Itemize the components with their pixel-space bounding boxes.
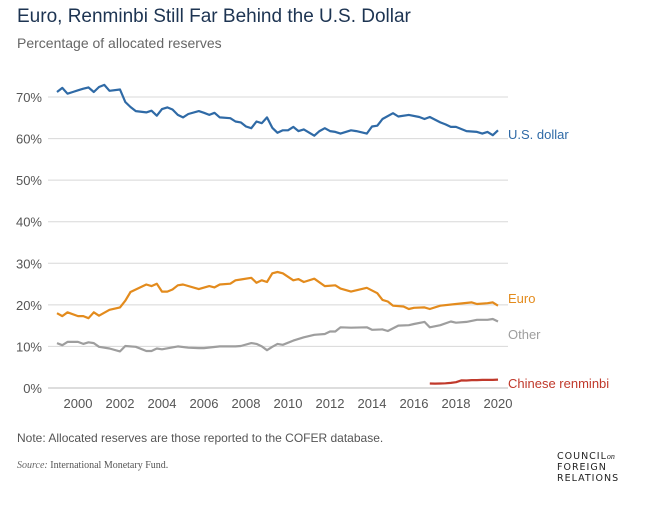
series-line-chinese-renminbi xyxy=(429,378,499,385)
logo-line-2: FOREIGN xyxy=(557,462,607,473)
y-tick-label: 70% xyxy=(16,90,42,105)
x-tick-label: 2002 xyxy=(106,396,135,411)
x-tick-label: 2006 xyxy=(190,396,219,411)
x-tick-label: 2016 xyxy=(400,396,429,411)
series-line-u-s-dollar xyxy=(56,83,499,137)
series-label-u-s-dollar: U.S. dollar xyxy=(508,127,569,142)
series-label-euro: Euro xyxy=(508,291,535,306)
chart-subtitle: Percentage of allocated reserves xyxy=(17,35,222,51)
x-tick-label: 2010 xyxy=(274,396,303,411)
chart-title: Euro, Renminbi Still Far Behind the U.S.… xyxy=(17,6,411,27)
logo-on: on xyxy=(606,452,615,461)
y-tick-label: 20% xyxy=(16,298,42,313)
series-label-other: Other xyxy=(508,327,541,342)
x-tick-label: 2008 xyxy=(232,396,261,411)
y-tick-label: 30% xyxy=(16,256,42,271)
logo-line-1: COUNCIL xyxy=(557,451,607,462)
x-tick-label: 2014 xyxy=(358,396,387,411)
footnote: Note: Allocated reserves are those repor… xyxy=(17,431,384,445)
series-line-euro xyxy=(56,270,499,320)
x-tick-label: 2012 xyxy=(316,396,345,411)
x-tick-label: 2004 xyxy=(148,396,177,411)
series-label-chinese-renminbi: Chinese renminbi xyxy=(508,376,609,391)
y-tick-label: 0% xyxy=(23,381,42,396)
x-tick-label: 2018 xyxy=(442,396,471,411)
source-line: Source: International Monetary Fund. xyxy=(17,460,168,471)
source-label: Source: xyxy=(17,460,48,471)
line-chart: 0% 10% 20% 30% 40% 50% 60% 70% 2000 2002 2004 2006 2… xyxy=(16,83,609,411)
x-tick-label: 2000 xyxy=(64,396,93,411)
y-tick-label: 40% xyxy=(16,215,42,230)
x-tick-label: 2020 xyxy=(484,396,513,411)
y-tick-label: 10% xyxy=(16,339,42,354)
y-tick-label: 60% xyxy=(16,132,42,147)
y-tick-label: 50% xyxy=(16,173,42,188)
logo-line-3: RELATIONS xyxy=(557,473,620,484)
cfr-logo: COUNCILon FOREIGN RELATIONS xyxy=(557,451,619,484)
source-text: International Monetary Fund. xyxy=(50,460,169,471)
